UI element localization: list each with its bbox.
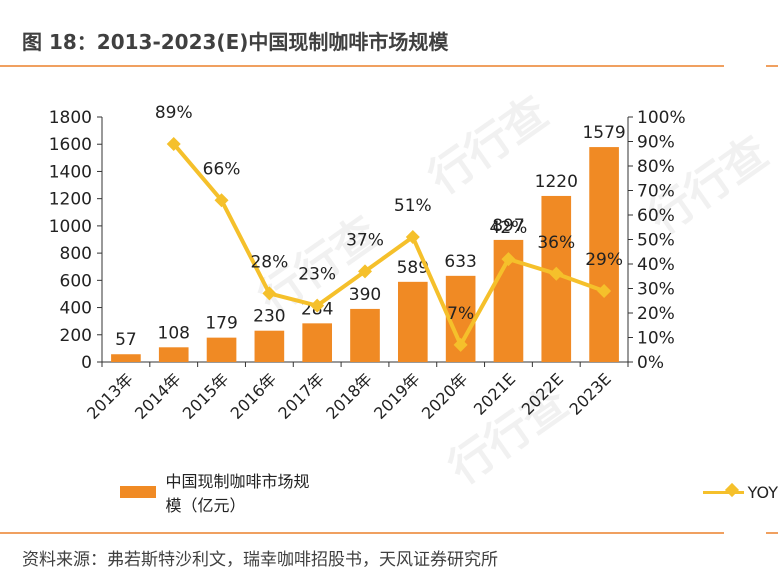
x-tick-label: 2016年 xyxy=(227,369,281,423)
yoy-point xyxy=(501,252,516,267)
yoy-point xyxy=(262,286,277,301)
yoy-label: 23% xyxy=(298,265,336,285)
yoy-label: 89% xyxy=(155,103,193,123)
y2-tick-label: 30% xyxy=(637,280,675,300)
yoy-label: 29% xyxy=(585,250,623,270)
legend-line-swatch xyxy=(702,482,744,497)
y2-tick-label: 70% xyxy=(637,182,675,202)
yoy-point xyxy=(453,337,468,352)
yoy-point xyxy=(358,264,372,279)
figure-title: 图 18：2013-2023(E)中国现制咖啡市场规模 xyxy=(22,30,449,54)
y-tick-label: 600 xyxy=(60,271,92,291)
x-tick-label: 2020年 xyxy=(418,369,472,423)
y2-tick-label: 10% xyxy=(637,329,675,349)
yoy-label: 51% xyxy=(394,196,432,216)
y-tick-label: 200 xyxy=(60,326,92,346)
y2-tick-label: 0% xyxy=(637,353,664,373)
y-tick-label: 1200 xyxy=(49,190,92,210)
yoy-label: 36% xyxy=(537,233,575,253)
y-tick-label: 0 xyxy=(81,353,92,373)
yoy-label: 7% xyxy=(447,304,474,324)
yoy-point xyxy=(597,283,612,298)
legend-line-label: YOY xyxy=(747,482,778,502)
x-tick-label: 2019年 xyxy=(370,369,424,423)
x-tick-label: 2022E xyxy=(518,369,567,418)
bar xyxy=(397,281,428,362)
bar-value-label: 1220 xyxy=(535,172,578,192)
bar-value-label: 390 xyxy=(349,285,381,305)
yoy-label: 42% xyxy=(490,218,528,238)
chart-legend: 中国现制咖啡市场规模（亿元） YOY xyxy=(120,468,778,516)
bar-value-label: 897 xyxy=(492,216,524,236)
bar-value-label: 57 xyxy=(115,330,137,350)
legend-bar-swatch xyxy=(120,486,156,498)
bar xyxy=(206,337,237,362)
yoy-label: 37% xyxy=(346,230,384,250)
y2-tick-label: 60% xyxy=(637,206,675,226)
yoy-point xyxy=(549,266,564,281)
yoy-point xyxy=(166,136,181,151)
yoy-label: 28% xyxy=(250,252,288,272)
bar xyxy=(589,147,619,362)
legend-bar-label: 中国现制咖啡市场规模（亿元） xyxy=(165,472,310,515)
x-tick-label: 2013年 xyxy=(83,369,137,423)
bar-value-label: 589 xyxy=(397,258,429,278)
y2-tick-label: 20% xyxy=(637,304,675,324)
bar xyxy=(111,354,141,362)
y2-tick-label: 90% xyxy=(637,133,675,153)
x-tick-label: 2014年 xyxy=(131,369,185,423)
y-tick-label: 1000 xyxy=(49,217,92,237)
bar xyxy=(158,347,189,362)
x-tick-label: 2015年 xyxy=(179,369,233,423)
yoy-label: 66% xyxy=(203,159,241,179)
bar-value-label: 633 xyxy=(444,252,476,272)
y2-tick-label: 50% xyxy=(637,231,675,251)
x-tick-label: 2021E xyxy=(470,369,519,418)
yoy-point xyxy=(310,298,325,313)
bar-value-label: 1579 xyxy=(582,123,625,143)
x-tick-label: 2018年 xyxy=(322,369,376,423)
bottom-rule-right xyxy=(766,532,778,534)
y2-tick-label: 100% xyxy=(637,108,686,128)
y2-tick-label: 80% xyxy=(637,157,675,177)
x-tick-label: 2017年 xyxy=(274,369,328,423)
bar-value-label: 179 xyxy=(205,314,237,334)
y-tick-label: 400 xyxy=(60,299,92,319)
bar-value-label: 230 xyxy=(253,307,285,327)
bar xyxy=(350,308,380,362)
yoy-line xyxy=(172,142,605,347)
y-tick-label: 1400 xyxy=(49,162,92,182)
bottom-rule xyxy=(0,532,724,534)
bar xyxy=(254,330,285,362)
top-rule xyxy=(0,65,724,67)
x-tick-label: 2023E xyxy=(566,369,615,418)
yoy-point xyxy=(405,230,420,245)
y-tick-label: 800 xyxy=(60,244,92,264)
y-tick-label: 1800 xyxy=(49,108,92,128)
yoy-point xyxy=(214,193,229,208)
y-tick-label: 1600 xyxy=(49,135,92,155)
bar-value-label: 108 xyxy=(158,323,190,343)
y2-tick-label: 40% xyxy=(637,255,675,275)
bar xyxy=(302,323,333,362)
source-note: 资料来源：弗若斯特沙利文，瑞幸咖啡招股书，天风证券研究所 xyxy=(22,550,498,570)
top-rule-right xyxy=(766,65,778,67)
